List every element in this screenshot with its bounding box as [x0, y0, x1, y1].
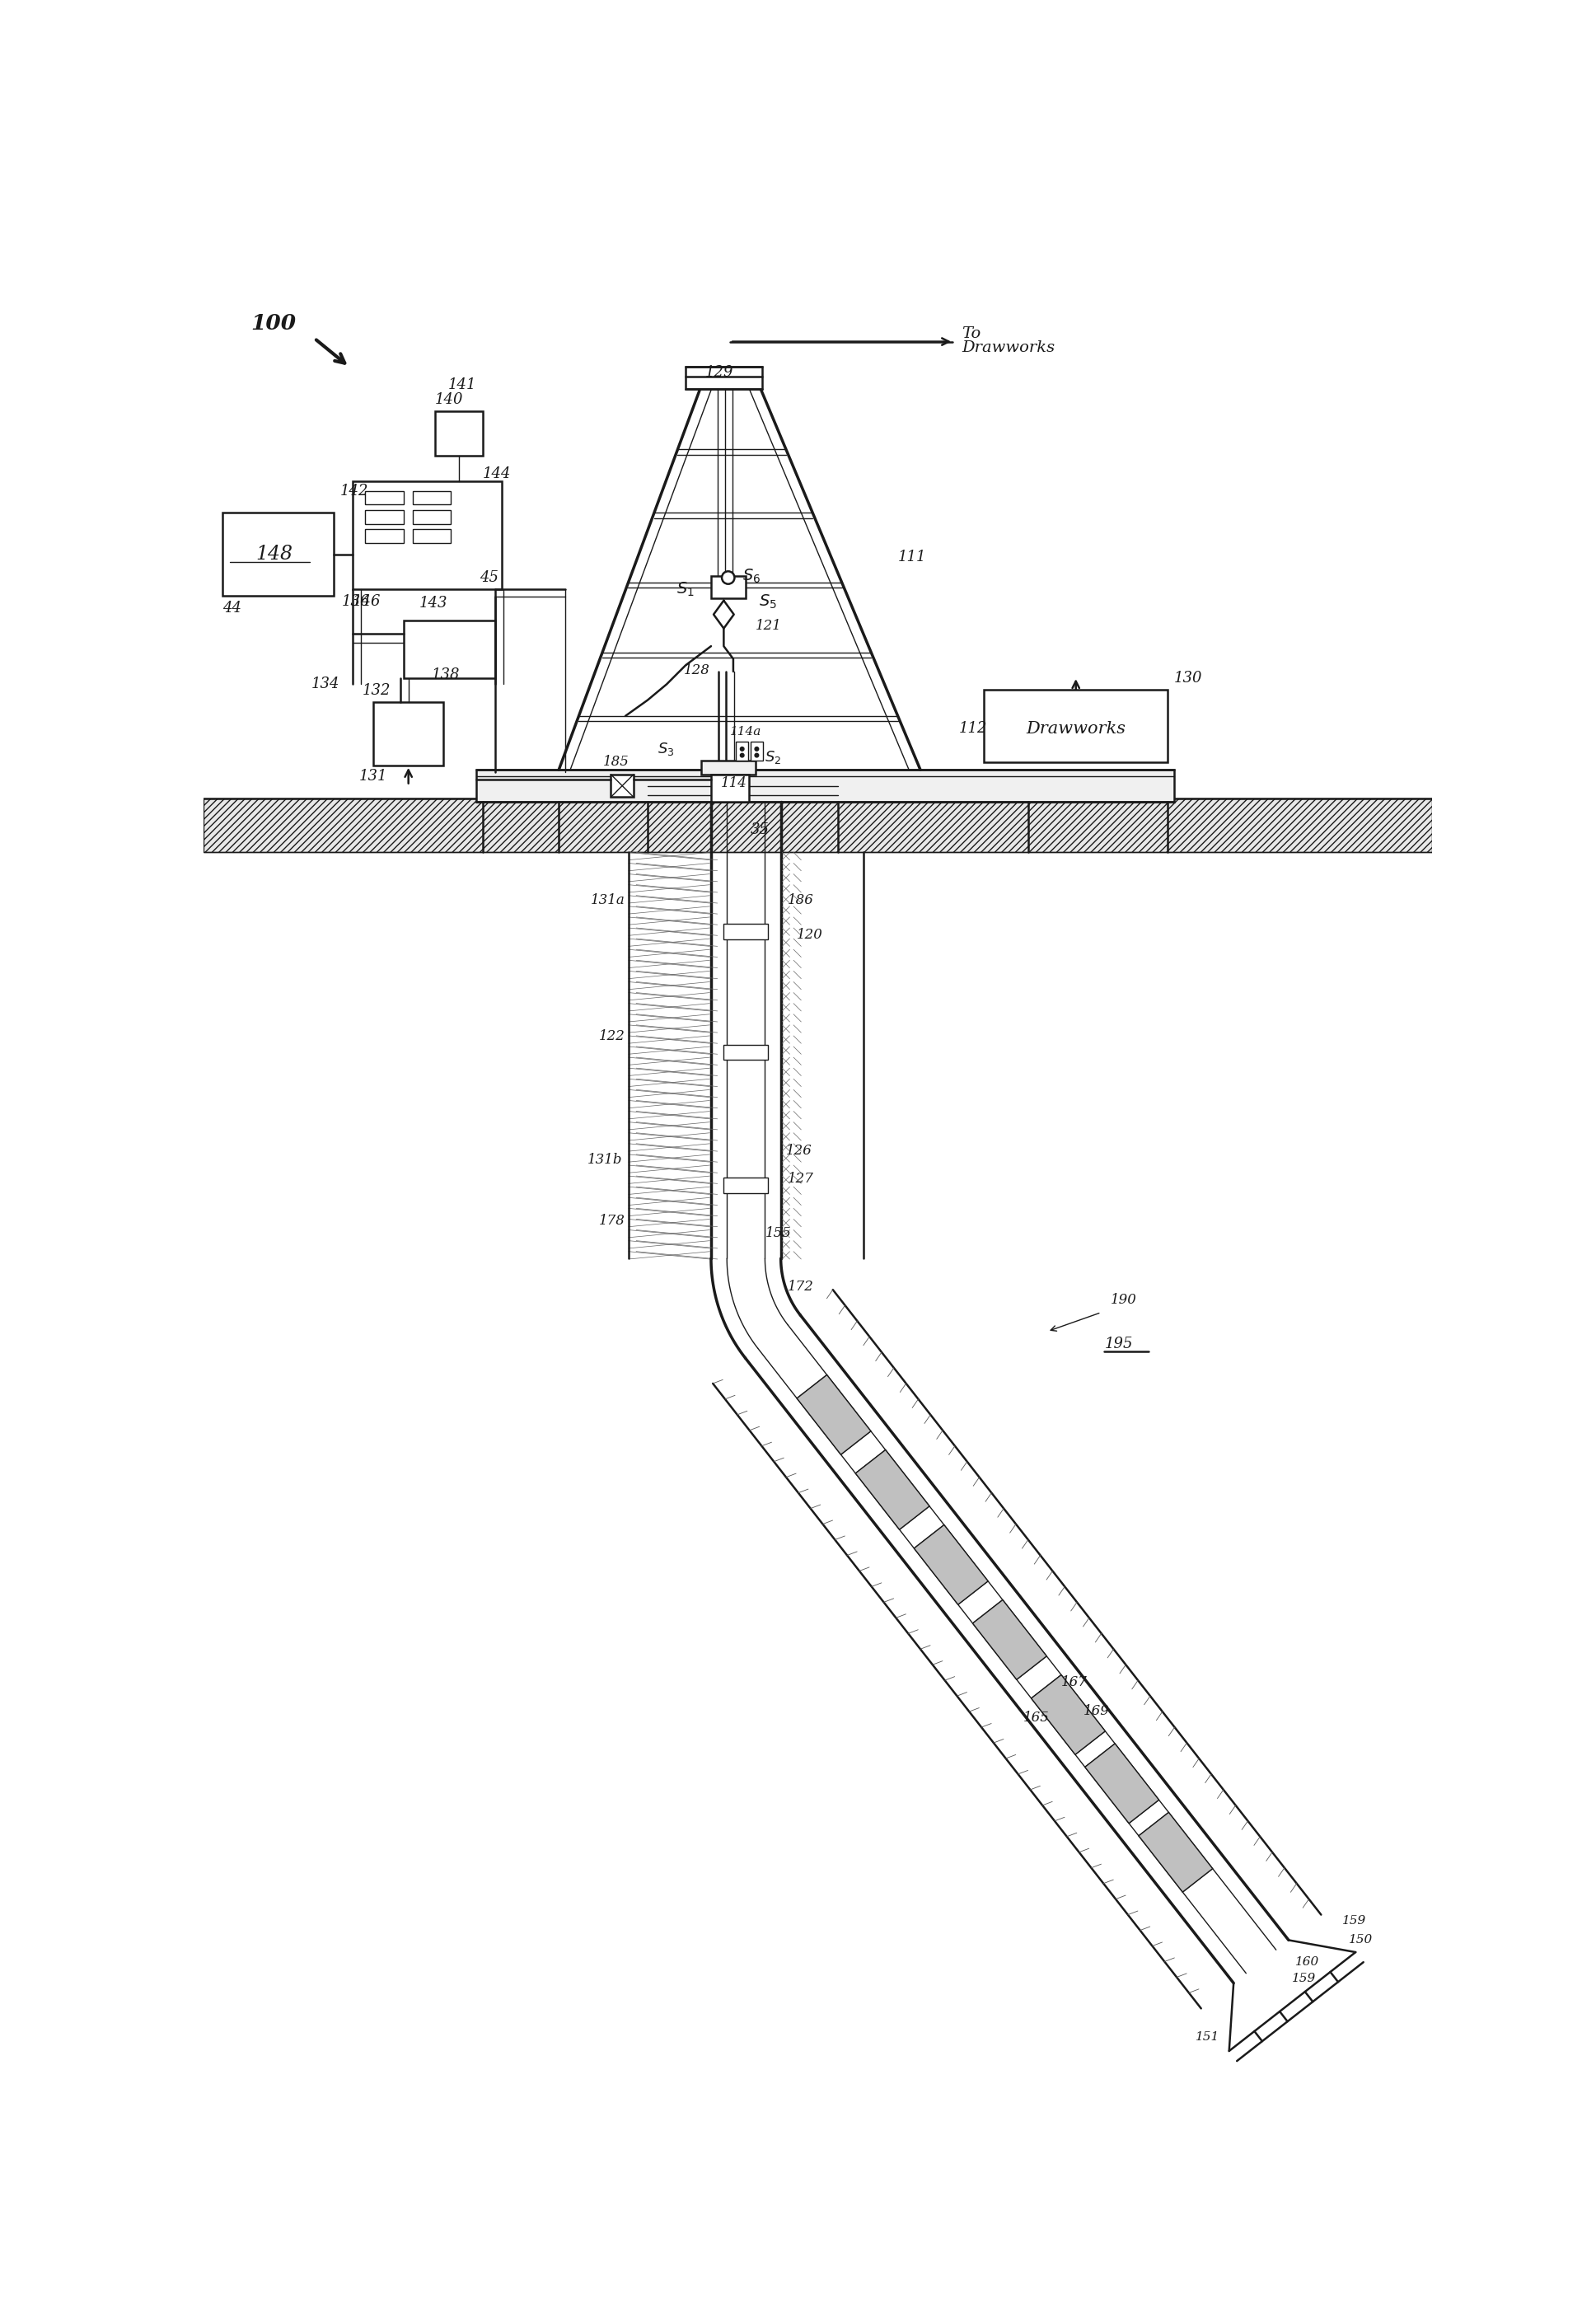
Text: 148: 148: [255, 545, 294, 563]
Text: 167: 167: [1061, 1676, 1087, 1690]
Text: 112: 112: [959, 721, 986, 737]
Text: 131b: 131b: [587, 1152, 622, 1168]
Text: 151: 151: [1195, 2031, 1219, 2042]
Bar: [476, 770, 1175, 802]
Text: 172: 172: [787, 1280, 814, 1293]
Text: $S_5$: $S_5$: [758, 593, 777, 610]
Text: 114a: 114a: [729, 726, 761, 737]
Text: 143: 143: [420, 596, 447, 610]
Text: $S_6$: $S_6$: [742, 568, 761, 584]
Text: 131: 131: [359, 770, 388, 783]
Text: Drawworks: Drawworks: [962, 341, 1055, 355]
Bar: [413, 529, 452, 542]
Text: 138: 138: [433, 668, 460, 681]
Text: 136: 136: [342, 593, 370, 610]
Text: 146: 146: [353, 593, 381, 610]
Text: 195: 195: [1104, 1337, 1133, 1351]
Text: 160: 160: [1294, 1956, 1318, 1968]
Bar: [353, 482, 501, 589]
Text: 165: 165: [1023, 1711, 1050, 1725]
Text: 129: 129: [705, 364, 733, 380]
Bar: [204, 797, 1433, 853]
Bar: [436, 410, 482, 457]
Bar: [750, 742, 763, 760]
Bar: [365, 491, 404, 505]
Text: 111: 111: [899, 549, 927, 566]
Text: 150: 150: [1349, 1933, 1373, 1945]
Text: 169: 169: [1084, 1704, 1109, 1718]
Bar: [413, 510, 452, 524]
Bar: [736, 742, 749, 760]
Text: 178: 178: [598, 1212, 626, 1229]
Text: 144: 144: [482, 466, 511, 482]
Text: 114: 114: [720, 777, 747, 790]
Bar: [686, 366, 761, 389]
Bar: [222, 512, 334, 596]
Polygon shape: [1031, 1676, 1104, 1755]
Bar: [404, 621, 495, 677]
Polygon shape: [855, 1449, 929, 1530]
Circle shape: [755, 753, 758, 758]
Text: Drawworks: Drawworks: [1026, 721, 1125, 737]
Bar: [702, 760, 755, 774]
Text: 141: 141: [448, 378, 476, 392]
Bar: [365, 510, 404, 524]
Bar: [712, 577, 745, 598]
Text: $S_3$: $S_3$: [658, 742, 674, 758]
Text: $S_2$: $S_2$: [764, 749, 782, 765]
Bar: [723, 1045, 768, 1059]
Text: 127: 127: [787, 1173, 814, 1187]
Circle shape: [721, 570, 734, 584]
Text: 120: 120: [796, 927, 824, 941]
Text: 122: 122: [598, 1029, 626, 1043]
Text: 44: 44: [222, 600, 241, 617]
Circle shape: [741, 753, 744, 758]
Text: 186: 186: [787, 892, 814, 906]
Text: 131a: 131a: [591, 892, 626, 906]
Bar: [983, 688, 1168, 763]
Bar: [373, 702, 444, 765]
Bar: [365, 529, 404, 542]
Text: 155: 155: [764, 1226, 792, 1240]
Text: 130: 130: [1175, 670, 1203, 686]
Text: 128: 128: [683, 663, 710, 677]
Bar: [611, 774, 634, 797]
Text: 132: 132: [362, 684, 391, 698]
Text: 190: 190: [1111, 1293, 1136, 1307]
Text: 121: 121: [755, 619, 782, 633]
Bar: [712, 774, 749, 802]
Bar: [413, 491, 452, 505]
Circle shape: [755, 746, 758, 751]
Text: 159: 159: [1342, 1915, 1366, 1926]
Text: To: To: [962, 327, 982, 341]
Text: 140: 140: [436, 392, 463, 408]
Polygon shape: [1138, 1813, 1213, 1891]
Polygon shape: [1085, 1743, 1159, 1824]
Polygon shape: [972, 1599, 1047, 1681]
Text: 142: 142: [340, 482, 369, 498]
Text: 134: 134: [311, 677, 340, 691]
Text: 185: 185: [603, 756, 629, 770]
Text: 126: 126: [785, 1143, 812, 1157]
Text: $S_1$: $S_1$: [677, 580, 694, 598]
Polygon shape: [796, 1375, 871, 1456]
Text: 35: 35: [750, 823, 769, 837]
Circle shape: [741, 746, 744, 751]
Text: 159: 159: [1291, 1973, 1315, 1984]
Text: 100: 100: [251, 313, 297, 334]
Bar: [723, 1178, 768, 1194]
Bar: [723, 925, 768, 939]
Text: 45: 45: [479, 570, 498, 584]
Polygon shape: [915, 1525, 988, 1604]
